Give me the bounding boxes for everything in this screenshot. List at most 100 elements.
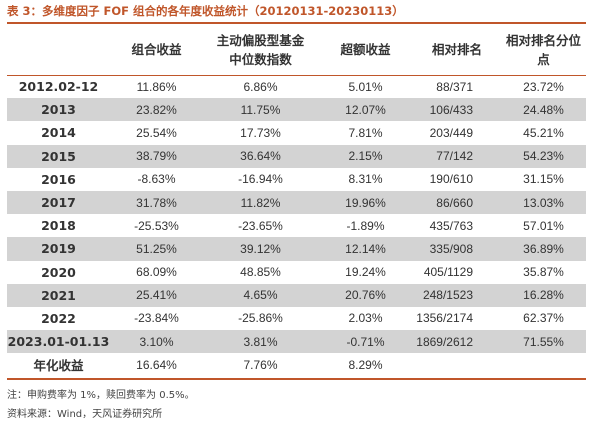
rank-percentile-cell: 31.15% <box>523 172 564 187</box>
rank-percentile-cell: 54.23% <box>501 144 586 168</box>
period-cell: 2014 <box>41 125 76 141</box>
header-label: 相对排名 <box>431 42 482 57</box>
excess-return-cell: 2.15% <box>318 144 413 168</box>
header-label: 超额收益 <box>340 42 391 57</box>
portfolio-return-cell: 16.64% <box>136 357 177 372</box>
period-cell: 2023.01-01.13 <box>7 330 110 354</box>
table-row: 2022 -23.84% -25.86% 2.03% 1356/2174 62.37% <box>7 307 586 330</box>
portfolio-return-cell: 11.86% <box>136 79 177 94</box>
rank-percentile-cell: 35.87% <box>523 265 564 280</box>
fund-median-index-cell: 4.65% <box>203 283 318 307</box>
table-row: 2018 -25.53% -23.65% -1.89% 435/763 57.01% <box>7 214 586 237</box>
relative-rank-cell: 86/660 <box>413 190 501 215</box>
fund-median-index-cell: 6.86% <box>243 79 278 94</box>
rank-percentile-cell <box>501 353 586 376</box>
rank-percentile-cell: 13.03% <box>501 190 586 215</box>
header-label: 组合收益 <box>131 42 182 57</box>
relative-rank-cell <box>413 353 501 376</box>
rank-percentile-cell: 45.21% <box>523 125 564 140</box>
fund-median-index-cell: 11.75% <box>203 98 318 122</box>
excess-return-cell: 8.29% <box>348 357 383 372</box>
fund-median-index-cell: 3.81% <box>203 330 318 354</box>
period-cell: 2020 <box>41 264 76 280</box>
footnote: 注：申购费率为 1%，赎回费率为 0.5%。 <box>7 390 195 401</box>
fund-median-index-cell: -25.86% <box>238 311 283 326</box>
excess-return-cell: -1.89% <box>346 218 385 233</box>
table-row: 2020 68.09% 48.85% 19.24% 405/1129 35.87% <box>7 261 586 284</box>
relative-rank-cell: 190/610 <box>429 172 473 187</box>
portfolio-return-cell: 25.41% <box>110 283 203 307</box>
relative-rank-cell: 435/763 <box>429 218 473 233</box>
table-title: 表 3：多维度因子 FOF 组合的各年度收益统计（20120131-202301… <box>7 4 404 18</box>
period-cell: 2018 <box>41 218 76 234</box>
relative-rank-cell: 203/449 <box>429 125 473 140</box>
header-cell-portfolio-return: 组合收益 <box>110 24 203 75</box>
relative-rank-cell: 335/908 <box>413 237 501 261</box>
excess-return-cell: 19.24% <box>345 265 386 280</box>
table-row: 2015 38.79% 36.64% 2.15% 77/142 54.23% <box>7 144 586 168</box>
rank-percentile-cell: 71.55% <box>501 330 586 354</box>
rank-percentile-cell: 16.28% <box>501 283 586 307</box>
rank-percentile-cell: 62.37% <box>523 311 564 326</box>
period-cell: 2013 <box>7 98 110 122</box>
header-cell-fund-median-index: 主动偏股型基金中位数指数 <box>203 24 318 75</box>
portfolio-return-cell: 51.25% <box>110 237 203 261</box>
top-rule <box>7 22 586 24</box>
header-rule <box>7 75 586 76</box>
table-row: 2014 25.54% 17.73% 7.81% 203/449 45.21% <box>7 121 586 144</box>
relative-rank-cell: 1356/2174 <box>416 311 473 326</box>
excess-return-cell: -0.71% <box>318 330 413 354</box>
period-cell: 2019 <box>7 237 110 261</box>
excess-return-cell: 2.03% <box>348 311 383 326</box>
excess-return-cell: 12.14% <box>318 237 413 261</box>
header-cell-rank-percentile: 相对排名分位点 <box>501 24 586 75</box>
fund-median-index-cell: -16.94% <box>238 172 283 187</box>
header-cell-corner <box>7 24 110 75</box>
period-cell: 2022 <box>41 310 76 326</box>
rank-percentile-cell: 57.01% <box>523 218 564 233</box>
portfolio-return-cell: -25.53% <box>134 218 179 233</box>
table-body: 2012.02-12 11.86% 6.86% 5.01% 88/371 23.72% 20… <box>7 75 586 376</box>
fund-median-index-cell: 48.85% <box>240 265 281 280</box>
table-row: 2017 31.78% 11.82% 19.96% 86/660 13.03% <box>7 190 586 215</box>
source-line: 资料来源：Wind，天风证券研究所 <box>7 409 163 420</box>
table-row: 2019 51.25% 39.12% 12.14% 335/908 36.89% <box>7 237 586 261</box>
relative-rank-cell: 405/1129 <box>423 265 473 280</box>
relative-rank-cell: 106/433 <box>413 98 501 122</box>
table-row: 2021 25.41% 4.65% 20.76% 248/1523 16.28% <box>7 283 586 307</box>
excess-return-cell: 20.76% <box>318 283 413 307</box>
table-row: 2016 -8.63% -16.94% 8.31% 190/610 31.15% <box>7 168 586 191</box>
fund-median-index-cell: 36.64% <box>203 144 318 168</box>
period-cell: 年化收益 <box>33 358 84 374</box>
portfolio-return-cell: 3.10% <box>110 330 203 354</box>
period-cell: 2021 <box>7 283 110 307</box>
portfolio-return-cell: 68.09% <box>136 265 177 280</box>
header-label: 相对排名分位点 <box>505 32 581 67</box>
portfolio-return-cell: -23.84% <box>134 311 179 326</box>
relative-rank-cell: 88/371 <box>436 79 473 94</box>
table-row: 2012.02-12 11.86% 6.86% 5.01% 88/371 23.72% <box>7 75 586 98</box>
excess-return-cell: 12.07% <box>318 98 413 122</box>
header-label: 主动偏股型基金中位数指数 <box>216 32 305 67</box>
portfolio-return-cell: 23.82% <box>110 98 203 122</box>
excess-return-cell: 5.01% <box>348 79 383 94</box>
relative-rank-cell: 1869/2612 <box>413 330 501 354</box>
header-row: 组合收益 主动偏股型基金中位数指数 超额收益 相对排名 相对排名分位点 <box>7 24 586 75</box>
relative-rank-cell: 77/142 <box>413 144 501 168</box>
header-cell-excess-return: 超额收益 <box>318 24 413 75</box>
portfolio-return-cell: 25.54% <box>136 125 177 140</box>
period-cell: 2015 <box>7 144 110 168</box>
portfolio-return-cell: 38.79% <box>110 144 203 168</box>
relative-rank-cell: 248/1523 <box>413 283 501 307</box>
table-row: 2023.01-01.13 3.10% 3.81% -0.71% 1869/2612 71… <box>7 330 586 354</box>
period-cell: 2012.02-12 <box>18 79 99 95</box>
fund-median-index-cell: 7.76% <box>243 357 278 372</box>
portfolio-return-cell: -8.63% <box>137 172 176 187</box>
excess-return-cell: 8.31% <box>348 172 383 187</box>
portfolio-return-cell: 31.78% <box>110 190 203 215</box>
header-cell-relative-rank: 相对排名 <box>413 24 501 75</box>
fund-median-index-cell: -23.65% <box>238 218 283 233</box>
excess-return-cell: 19.96% <box>318 190 413 215</box>
fund-median-index-cell: 17.73% <box>240 125 281 140</box>
rank-percentile-cell: 36.89% <box>501 237 586 261</box>
